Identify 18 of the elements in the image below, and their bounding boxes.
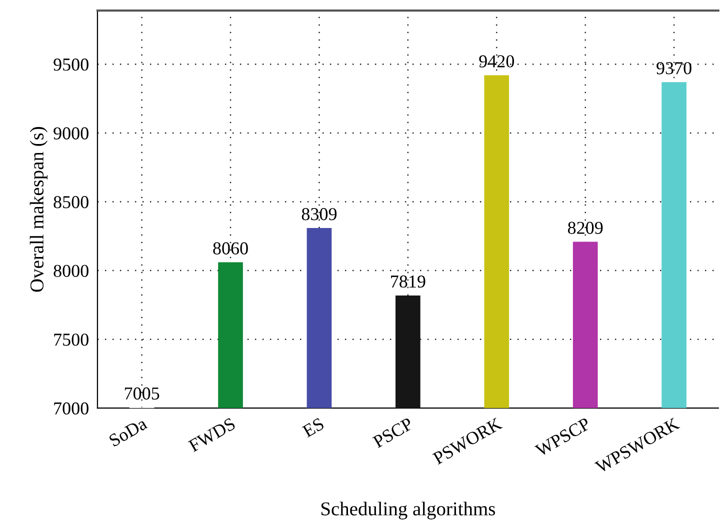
data-label: 7005	[124, 387, 160, 400]
y-tick-label: 7500	[54, 334, 88, 346]
x-tick-label: ES	[302, 417, 325, 438]
y-tick-label: 8000	[54, 264, 88, 277]
y-tick-label: 9500	[54, 58, 88, 71]
data-label: 8309	[302, 208, 337, 220]
x-tick-label: PSCP	[372, 417, 414, 448]
y-tick-label: 9000	[54, 127, 88, 140]
x-axis-title: Scheduling algorithms	[321, 502, 495, 520]
y-tick-label: 8500	[54, 196, 88, 208]
y-axis-title: Overall makespan (s)	[30, 127, 48, 292]
data-label: 9420	[479, 55, 514, 68]
data-label: 8209	[568, 222, 603, 234]
y-tick-label: 7000	[54, 402, 88, 415]
data-label: 9370	[656, 62, 692, 74]
data-label: 8060	[213, 242, 248, 254]
x-tick-label: SoDa	[108, 417, 148, 447]
data-label: 7819	[391, 275, 426, 288]
